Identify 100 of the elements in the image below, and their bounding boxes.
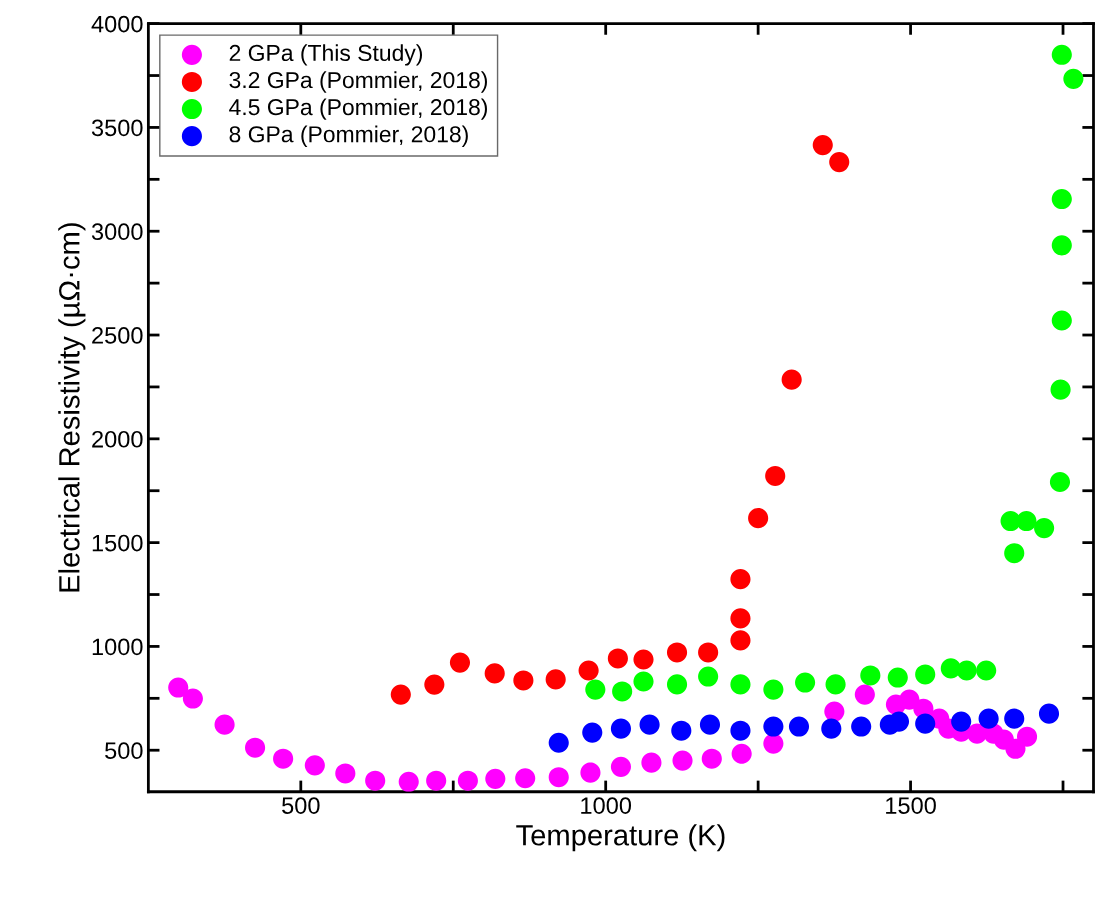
- point: [763, 679, 784, 700]
- y-tick-label: 500: [105, 742, 143, 760]
- point: [449, 652, 471, 673]
- point: [763, 716, 784, 737]
- point: [580, 762, 601, 783]
- point: [548, 732, 569, 753]
- x-tick-label: 1500: [886, 797, 936, 814]
- point: [548, 767, 569, 788]
- point: [273, 748, 294, 769]
- point: [812, 135, 833, 156]
- point: [887, 667, 908, 688]
- point: [888, 711, 910, 732]
- point: [1005, 738, 1026, 759]
- y-tick-label: 3500: [91, 119, 143, 137]
- point: [821, 718, 842, 739]
- point: [915, 664, 936, 685]
- point: [1063, 68, 1084, 89]
- legend-label: 3.2 GPa (Pommier, 2018): [229, 71, 487, 93]
- point: [698, 666, 719, 687]
- y-tick-label: 2000: [92, 430, 143, 448]
- point: [639, 714, 660, 735]
- point: [513, 670, 534, 691]
- x-tick-label: 500: [282, 797, 320, 814]
- point: [781, 369, 802, 390]
- point: [390, 684, 411, 705]
- point: [976, 660, 997, 681]
- point: [730, 630, 751, 651]
- point: [1004, 543, 1025, 564]
- point: [424, 674, 445, 695]
- point: [610, 756, 631, 777]
- point: [582, 722, 603, 743]
- point: [633, 649, 654, 670]
- point: [860, 665, 881, 686]
- point: [765, 465, 786, 487]
- point: [699, 714, 721, 735]
- point: [829, 152, 850, 173]
- point: [585, 679, 606, 700]
- point: [633, 671, 654, 692]
- point: [398, 771, 419, 792]
- point: [610, 718, 631, 739]
- point: [763, 733, 784, 754]
- legend-label: 4.5 GPa (Pommier, 2018): [229, 98, 487, 120]
- legend-label: 8 GPa (Pommier, 2018): [229, 125, 468, 147]
- point: [426, 770, 447, 791]
- point: [214, 714, 235, 735]
- point: [1038, 703, 1060, 724]
- point: [748, 508, 769, 529]
- x-tick-label: 1000: [581, 797, 632, 814]
- point: [672, 750, 693, 771]
- point: [1051, 44, 1072, 65]
- point: [1050, 379, 1071, 400]
- point: [730, 569, 751, 590]
- point: [854, 684, 875, 705]
- point: [182, 688, 203, 709]
- point: [545, 669, 566, 690]
- point: [951, 711, 972, 732]
- point: [788, 716, 810, 737]
- point: [1016, 510, 1037, 532]
- point: [671, 720, 692, 741]
- point: [607, 648, 628, 669]
- point: [457, 770, 478, 791]
- point: [701, 748, 722, 769]
- point: [245, 737, 266, 758]
- point: [825, 674, 846, 695]
- point: [824, 701, 845, 722]
- point: [612, 681, 633, 702]
- point: [485, 768, 506, 789]
- point: [915, 713, 936, 734]
- y-tick-label: 1500: [92, 534, 143, 552]
- point: [795, 672, 816, 693]
- point: [1034, 518, 1055, 539]
- y-tick-label: 2500: [92, 327, 143, 344]
- point: [1051, 310, 1072, 331]
- point: [168, 677, 189, 698]
- point: [956, 660, 977, 681]
- point: [978, 708, 999, 729]
- point: [731, 743, 752, 764]
- point: [365, 770, 386, 791]
- point: [335, 763, 356, 784]
- y-tick-label: 3000: [91, 223, 143, 241]
- legend-label: 2 GPa (This Study): [229, 44, 423, 66]
- point: [1049, 471, 1071, 493]
- point: [578, 660, 599, 681]
- point: [730, 608, 751, 629]
- point: [666, 642, 688, 663]
- point: [641, 752, 662, 773]
- point: [304, 755, 325, 776]
- point: [515, 768, 536, 789]
- x-axis-title: Temperature (K): [516, 824, 725, 852]
- point: [484, 663, 505, 684]
- point: [698, 642, 719, 663]
- point: [730, 720, 751, 741]
- point: [1004, 708, 1025, 729]
- point: [730, 674, 751, 695]
- y-tick-label: 4000: [91, 15, 143, 33]
- point: [1016, 726, 1038, 747]
- point: [666, 674, 688, 695]
- point: [851, 716, 872, 737]
- point: [1051, 235, 1072, 256]
- y-axis-title: Electrical Resistivity (µΩ·cm): [58, 223, 86, 592]
